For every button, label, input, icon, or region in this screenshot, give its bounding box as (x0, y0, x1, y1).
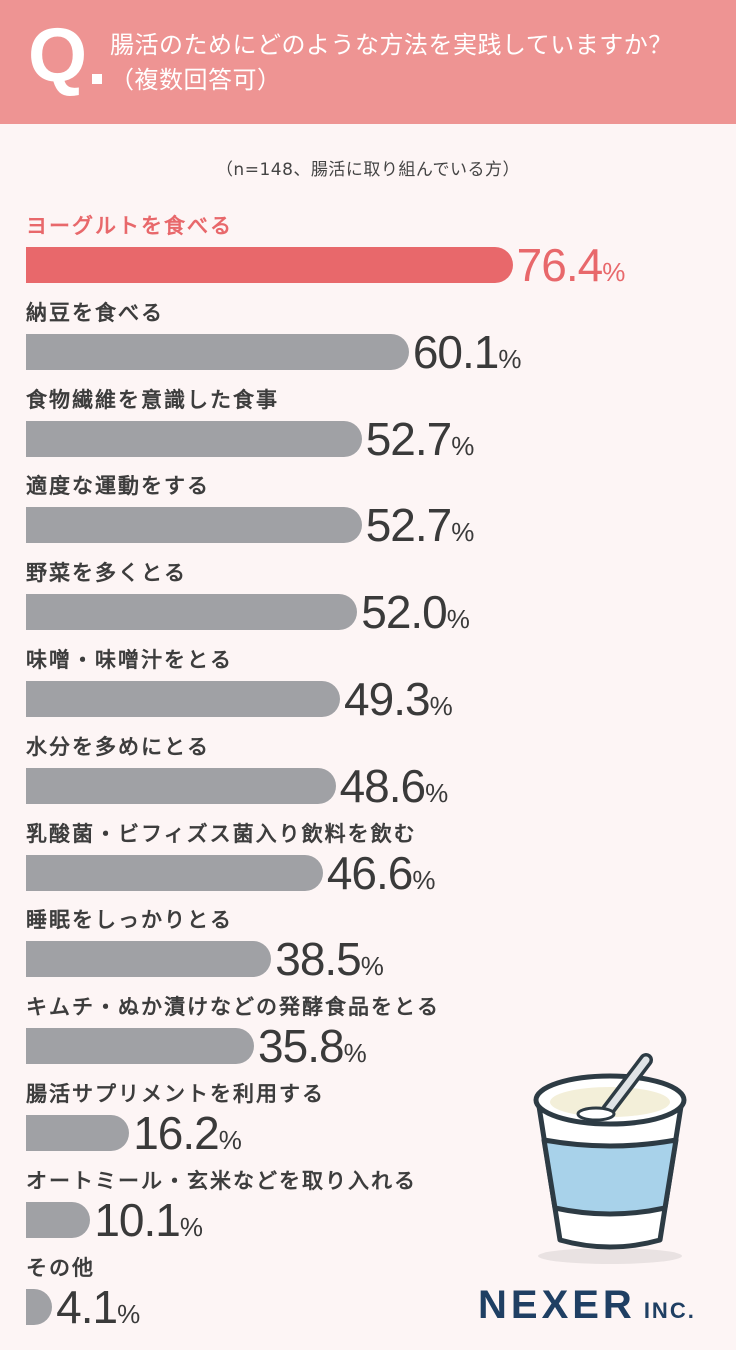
bar (26, 333, 409, 370)
bar-label: 納豆を食べる (26, 300, 164, 325)
yogurt-cup-icon (533, 1053, 687, 1264)
nexer-logo: NEXER INC. (478, 1283, 696, 1328)
bar (26, 594, 358, 631)
bar-value-label: 60.1% (413, 327, 522, 384)
bar-value-number: 52.7 (365, 499, 453, 552)
bar (26, 854, 323, 891)
bar-label: 野菜を多くとる (26, 561, 187, 586)
bar-row: ヨーグルトを食べる 76.4% (0, 212, 736, 298)
bar (26, 247, 513, 283)
bar-value-label: 10.1% (94, 1195, 203, 1252)
bar-value-number: 52.0 (361, 586, 448, 639)
bar-value-unit: % (360, 951, 384, 982)
bar-value-label: 35.8% (258, 1021, 367, 1078)
bar-row: 睡眠をしっかりとる 38.5% (0, 906, 736, 992)
logo-sub: INC. (643, 1298, 696, 1323)
bar-row: 味噌・味噌汁をとる 49.3% (0, 646, 736, 732)
bar-value-unit: % (451, 517, 475, 548)
bar-value-unit: % (117, 1298, 141, 1329)
q-dot (92, 74, 102, 84)
bar-row: 水分を多めにとる 48.6% (0, 733, 736, 819)
bar (26, 681, 341, 717)
bar-value-number: 48.6 (339, 759, 427, 812)
bar-value-label: 46.6% (327, 848, 436, 905)
bar-value-number: 60.1 (412, 325, 500, 378)
sample-note: （n=148、腸活に取り組んでいる方） (215, 160, 521, 180)
bar-row: キムチ・ぬか漬けなどの発酵食品をとる 35.8% (0, 993, 736, 1079)
bar-value-unit: % (218, 1125, 242, 1155)
bar (26, 1115, 130, 1151)
bar-label: 睡眠をしっかりとる (26, 908, 233, 933)
bar (26, 1288, 53, 1325)
bar-row: 納豆を食べる 60.1% (0, 299, 736, 385)
bar-row: 食物繊維を意識した食事 52.7% (0, 386, 736, 472)
bar-value-number: 76.4 (516, 239, 604, 291)
bar-value-unit: % (179, 1211, 203, 1242)
bar-value-number: 52.7 (365, 412, 453, 465)
bar-row: 乳酸菌・ビフィズス菌入り飲料を飲む 46.6% (0, 820, 736, 906)
bar-row: 腸活サプリメントを利用する 16.2% (0, 1080, 736, 1166)
bar-value-number: 38.5 (275, 933, 362, 986)
bar-value-label: 49.3% (344, 674, 453, 731)
bar-label: 水分を多めにとる (26, 734, 210, 759)
bar-label: オートミール・玄米などを取り入れる (26, 1168, 417, 1193)
bar-value-label: 4.1% (56, 1282, 140, 1339)
bar-label: その他 (26, 1255, 95, 1280)
question-text: 腸活のためにどのような方法を実践していますか？（複数回答可） (110, 31, 673, 94)
bar (26, 420, 362, 457)
bar-value-unit: % (498, 343, 522, 374)
bar-value-label: 48.6% (340, 761, 449, 818)
bar-row: 適度な運動をする 52.7% (0, 472, 736, 558)
bar (26, 941, 272, 978)
bar-value-label: 16.2% (133, 1108, 242, 1165)
bar-label: 適度な運動をする (26, 474, 210, 499)
bar-value-number: 46.6 (326, 846, 414, 899)
bar-value-number: 4.1 (56, 1280, 118, 1333)
bar-value-unit: % (451, 430, 475, 461)
bar-value-label: 52.7% (366, 414, 475, 471)
bar-value-number: 16.2 (133, 1107, 220, 1159)
bar (26, 1028, 255, 1065)
bar-label: ヨーグルトを食べる (26, 214, 233, 238)
bar-value-number: 35.8 (258, 1020, 345, 1073)
bar-value-unit: % (429, 691, 453, 721)
question-header: Q 腸活のためにどのような方法を実践していますか？（複数回答可） (0, 0, 736, 124)
bar-value-label: 38.5% (275, 934, 384, 991)
bar-row: オートミール・玄米などを取り入れる 10.1% (0, 1167, 736, 1253)
bar (26, 1201, 91, 1238)
bar-value-label: 52.0% (361, 587, 470, 644)
q-mark: Q (28, 13, 88, 98)
bar-row: 野菜を多くとる 52.0% (0, 559, 736, 645)
bar-value-unit: % (412, 864, 436, 895)
logo-main: NEXER (478, 1283, 636, 1327)
bar-label: 味噌・味噌汁をとる (26, 648, 233, 672)
bar-value-unit: % (446, 604, 470, 635)
bar-value-unit: % (425, 777, 449, 808)
bar-value-label: 76.4% (517, 240, 626, 297)
bar-value-unit: % (602, 257, 626, 287)
bar-value-number: 49.3 (344, 673, 431, 725)
bar-label: 食物繊維を意識した食事 (26, 387, 279, 412)
bar-label: 乳酸菌・ビフィズス菌入り飲料を飲む (26, 821, 417, 846)
bar-value-label: 52.7% (366, 500, 475, 557)
bar-label: 腸活サプリメントを利用する (26, 1082, 325, 1106)
bar (26, 767, 336, 804)
bar-row: その他 4.1% (0, 1254, 736, 1340)
bar (26, 507, 362, 544)
bar-label: キムチ・ぬか漬けなどの発酵食品をとる (26, 995, 440, 1020)
bar-value-number: 10.1 (94, 1193, 181, 1246)
bar-value-unit: % (343, 1038, 367, 1069)
